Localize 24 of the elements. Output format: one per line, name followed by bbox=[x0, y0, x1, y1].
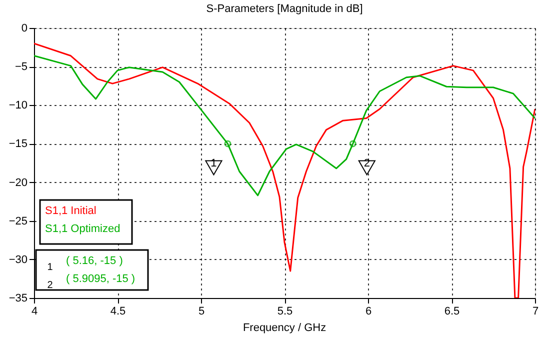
x-tick-label: 4.5 bbox=[110, 306, 126, 318]
text: 1 bbox=[47, 262, 53, 273]
x-tick-label: 7 bbox=[532, 306, 539, 318]
line-series bbox=[34, 55, 535, 196]
x-tick-label: 6.5 bbox=[444, 306, 460, 318]
y-tick-label: −15 bbox=[8, 138, 28, 150]
y-tick-label: −5 bbox=[14, 61, 28, 74]
y-tick-label: −25 bbox=[8, 215, 28, 228]
x-tick-label: 5 bbox=[198, 306, 205, 318]
y-tick-label: 0 bbox=[21, 22, 28, 34]
x-tick-label: 4 bbox=[31, 306, 38, 318]
text: S1,1 Initial bbox=[45, 205, 96, 217]
y-tick-label: −10 bbox=[8, 100, 28, 112]
y-tick-label: −35 bbox=[8, 292, 28, 304]
y-tick-label: −20 bbox=[8, 176, 28, 189]
x-tick-label: 6 bbox=[365, 306, 372, 318]
x-tick-label: 5.5 bbox=[277, 306, 293, 318]
text: S1,1 Optimized bbox=[45, 223, 120, 235]
chart-title: S-Parameters [Magnitude in dB] bbox=[206, 3, 363, 15]
y-tick-label: −30 bbox=[8, 254, 28, 266]
text: 2 bbox=[47, 280, 53, 291]
annotation: ( 5.16, -15 ) bbox=[66, 255, 123, 267]
annotation: ( 5.9095, -15 ) bbox=[66, 273, 136, 285]
x-axis-title: Frequency / GHz bbox=[242, 322, 326, 334]
